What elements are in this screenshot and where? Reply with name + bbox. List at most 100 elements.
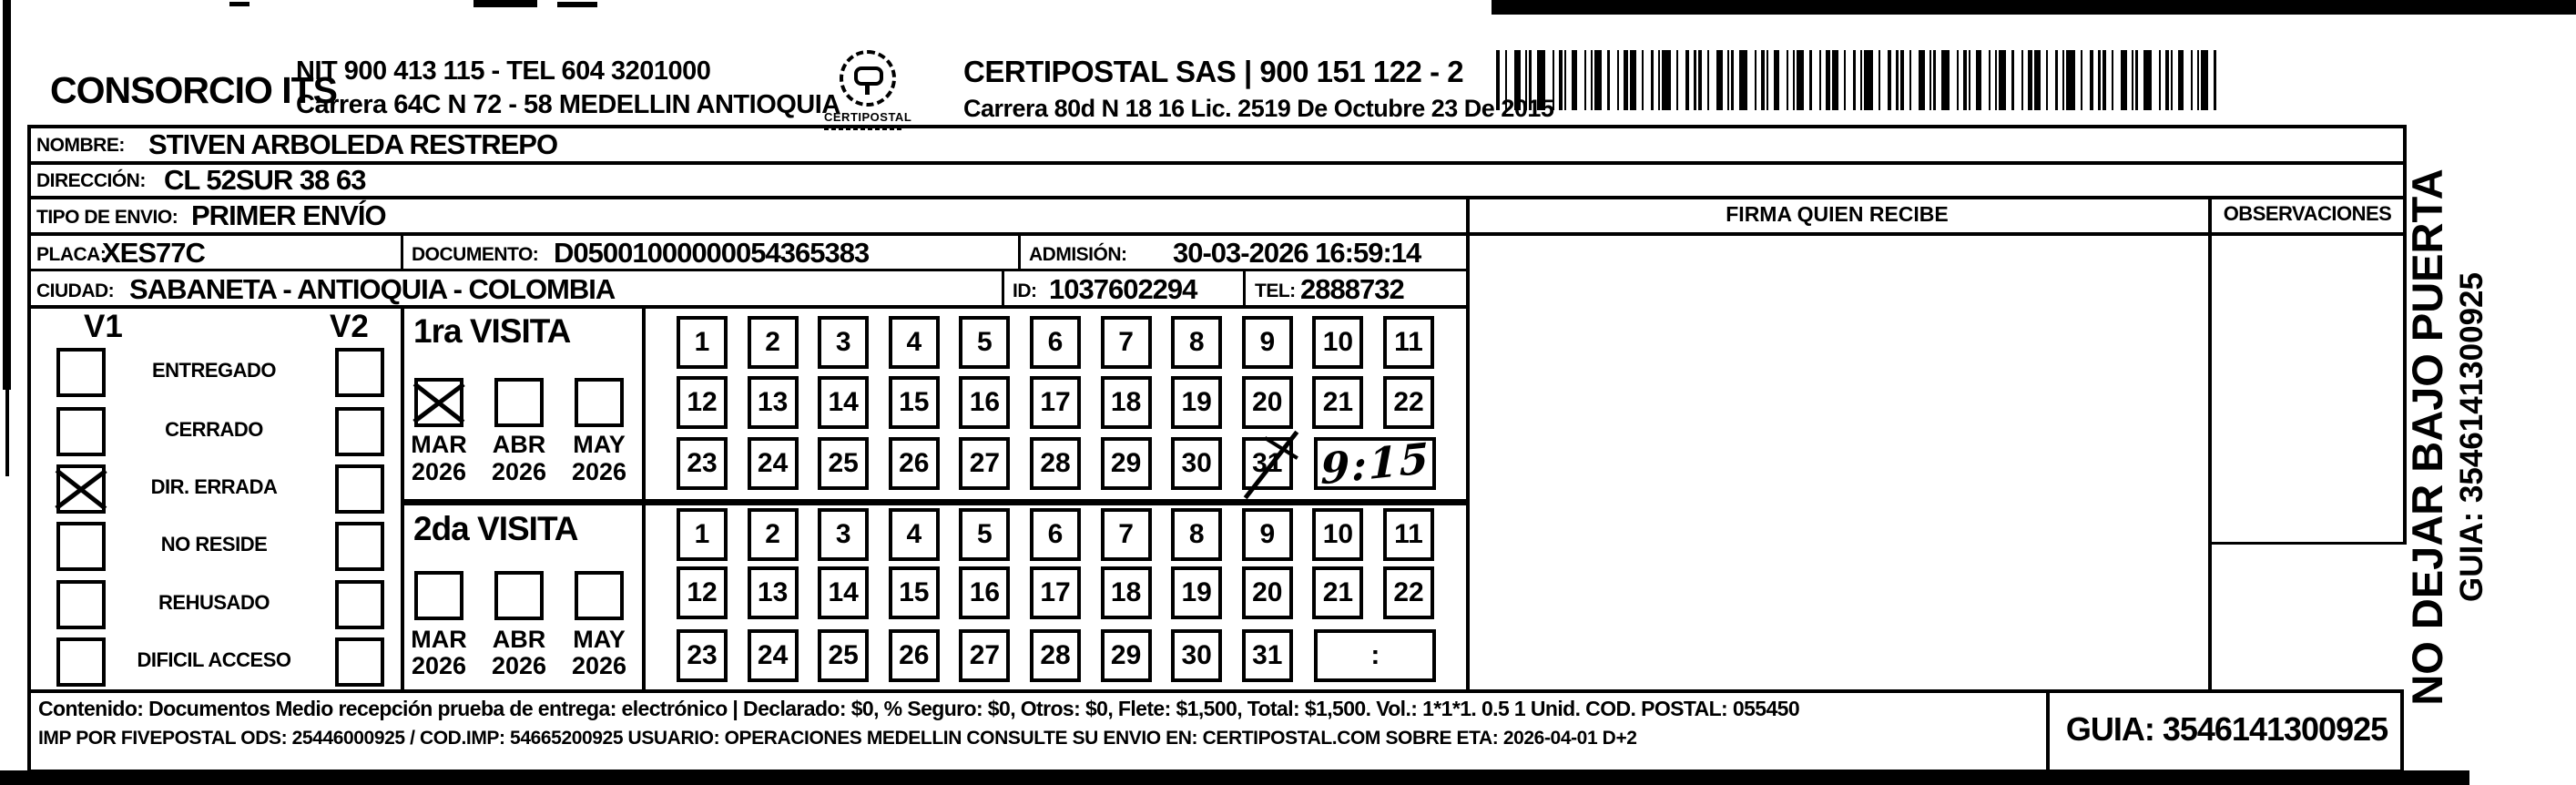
visit2-time-box[interactable]: : xyxy=(1314,629,1437,682)
table-line xyxy=(27,232,2407,236)
visit2-day-21[interactable]: 21 xyxy=(1312,566,1364,619)
barcode-bar xyxy=(2197,50,2199,110)
visit1-day-15[interactable]: 15 xyxy=(888,376,940,429)
visit2-month-checkbox-may[interactable] xyxy=(575,571,624,620)
visit2-day-9[interactable]: 9 xyxy=(1241,508,1293,561)
visit1-day-8[interactable]: 8 xyxy=(1171,316,1223,369)
visit2-month-checkbox-mar[interactable] xyxy=(414,571,463,620)
visit1-day-1[interactable]: 1 xyxy=(677,316,728,369)
visit1-day-21[interactable]: 21 xyxy=(1312,376,1364,429)
visit2-day-15[interactable]: 15 xyxy=(888,566,940,619)
visit1-day-2[interactable]: 2 xyxy=(747,316,799,369)
barcode-bar xyxy=(1809,50,1812,110)
visit2-day-31[interactable]: 31 xyxy=(1241,629,1293,682)
visit1-day-5[interactable]: 5 xyxy=(959,316,1011,369)
v2-checkbox-entregado[interactable] xyxy=(335,348,384,397)
visit2-day-4[interactable]: 4 xyxy=(888,508,940,561)
visit1-day-12[interactable]: 12 xyxy=(677,376,728,429)
visit2-day-3[interactable]: 3 xyxy=(818,508,870,561)
day-number: 23 xyxy=(687,448,718,478)
v2-checkbox-no-reside[interactable] xyxy=(335,522,384,571)
v2-checkbox-rehusado[interactable] xyxy=(335,580,384,629)
visit2-day-26[interactable]: 26 xyxy=(888,629,940,682)
visit2-day-28[interactable]: 28 xyxy=(1030,629,1081,682)
visit2-day-2[interactable]: 2 xyxy=(747,508,799,561)
visit2-day-18[interactable]: 18 xyxy=(1100,566,1152,619)
scan-artifact-top-bar xyxy=(1492,0,2576,15)
visit2-day-22[interactable]: 22 xyxy=(1383,566,1434,619)
visit2-day-11[interactable]: 11 xyxy=(1383,508,1434,561)
barcode-bar xyxy=(1564,50,1566,110)
visit1-day-14[interactable]: 14 xyxy=(818,376,870,429)
v1-checkbox-entregado[interactable] xyxy=(56,348,106,397)
tel-label: TEL: xyxy=(1255,280,1296,301)
visit2-day-14[interactable]: 14 xyxy=(818,566,870,619)
visit1-day-22[interactable]: 22 xyxy=(1383,376,1434,429)
visit1-day-27[interactable]: 27 xyxy=(959,437,1011,490)
visit2-day-13[interactable]: 13 xyxy=(747,566,799,619)
contenido-cell: Contenido: Documentos Medio recepción pr… xyxy=(27,689,2046,770)
day-number: 4 xyxy=(906,327,922,357)
v1-checkbox-rehusado[interactable] xyxy=(56,580,106,629)
visit1-day-4[interactable]: 4 xyxy=(888,316,940,369)
visit2-day-29[interactable]: 29 xyxy=(1100,629,1152,682)
table-line xyxy=(1243,269,1246,308)
visit1-day-6[interactable]: 6 xyxy=(1030,316,1081,369)
visit1-day-11[interactable]: 11 xyxy=(1383,316,1434,369)
visit2-day-25[interactable]: 25 xyxy=(818,629,870,682)
visit2-day-17[interactable]: 17 xyxy=(1030,566,1081,619)
observaciones-area[interactable] xyxy=(2212,236,2403,538)
visit1-day-30[interactable]: 30 xyxy=(1171,437,1223,490)
day-number: 12 xyxy=(687,387,718,417)
visit1-day-20[interactable]: 20 xyxy=(1241,376,1293,429)
visit1-day-13[interactable]: 13 xyxy=(747,376,799,429)
visit2-day-19[interactable]: 19 xyxy=(1171,566,1223,619)
v1-checkbox-dificil-acceso[interactable] xyxy=(56,637,106,687)
barcode xyxy=(1496,50,2229,110)
visit1-day-25[interactable]: 25 xyxy=(818,437,870,490)
visit1-day-10[interactable]: 10 xyxy=(1312,316,1364,369)
visit2-day-30[interactable]: 30 xyxy=(1171,629,1223,682)
v1-checkbox-dir-errada[interactable] xyxy=(55,464,107,514)
visit1-day-31[interactable]: 31 xyxy=(1241,430,1299,500)
v1-checkbox-no-reside[interactable] xyxy=(56,522,106,571)
visit2-day-12[interactable]: 12 xyxy=(677,566,728,619)
visit2-day-10[interactable]: 10 xyxy=(1312,508,1364,561)
visit1-day-18[interactable]: 18 xyxy=(1100,376,1152,429)
visit1-day-28[interactable]: 28 xyxy=(1030,437,1081,490)
visit1-day-19[interactable]: 19 xyxy=(1171,376,1223,429)
visit2-day-1[interactable]: 1 xyxy=(677,508,728,561)
visit2-day-6[interactable]: 6 xyxy=(1030,508,1081,561)
firma-signature-area[interactable] xyxy=(1470,236,2204,686)
visit1-month-checkbox-mar[interactable] xyxy=(412,378,465,427)
visit1-day-24[interactable]: 24 xyxy=(747,437,799,490)
visit1-day-16[interactable]: 16 xyxy=(959,376,1011,429)
visit1-day-17[interactable]: 17 xyxy=(1030,376,1081,429)
day-number: 9 xyxy=(1259,519,1276,549)
visit2-day-8[interactable]: 8 xyxy=(1171,508,1223,561)
visit2-day-23[interactable]: 23 xyxy=(677,629,728,682)
v1-checkbox-cerrado[interactable] xyxy=(56,407,106,456)
visit1-day-3[interactable]: 3 xyxy=(818,316,870,369)
barcode-bar xyxy=(2201,50,2208,110)
visit1-day-7[interactable]: 7 xyxy=(1100,316,1152,369)
v2-checkbox-dir-errada[interactable] xyxy=(335,464,384,514)
day-number: 8 xyxy=(1188,327,1205,357)
v2-checkbox-dificil-acceso[interactable] xyxy=(335,637,384,687)
visit2-day-5[interactable]: 5 xyxy=(959,508,1011,561)
visit2-day-7[interactable]: 7 xyxy=(1100,508,1152,561)
visit1-day-26[interactable]: 26 xyxy=(888,437,940,490)
visit2-day-20[interactable]: 20 xyxy=(1241,566,1293,619)
visit1-day-29[interactable]: 29 xyxy=(1100,437,1152,490)
visit1-month-checkbox-may[interactable] xyxy=(575,378,624,427)
visit1-day-23[interactable]: 23 xyxy=(677,437,728,490)
tipo-envio-label: TIPO DE ENVIO: xyxy=(36,207,178,228)
visit1-month-checkbox-abr[interactable] xyxy=(494,378,544,427)
visit1-day-9[interactable]: 9 xyxy=(1241,316,1293,369)
visit2-day-27[interactable]: 27 xyxy=(959,629,1011,682)
visit1-time-box[interactable]: 9:15 xyxy=(1314,433,1437,494)
visit2-day-16[interactable]: 16 xyxy=(959,566,1011,619)
visit2-month-checkbox-abr[interactable] xyxy=(494,571,544,620)
visit2-day-24[interactable]: 24 xyxy=(747,629,799,682)
v2-checkbox-cerrado[interactable] xyxy=(335,407,384,456)
